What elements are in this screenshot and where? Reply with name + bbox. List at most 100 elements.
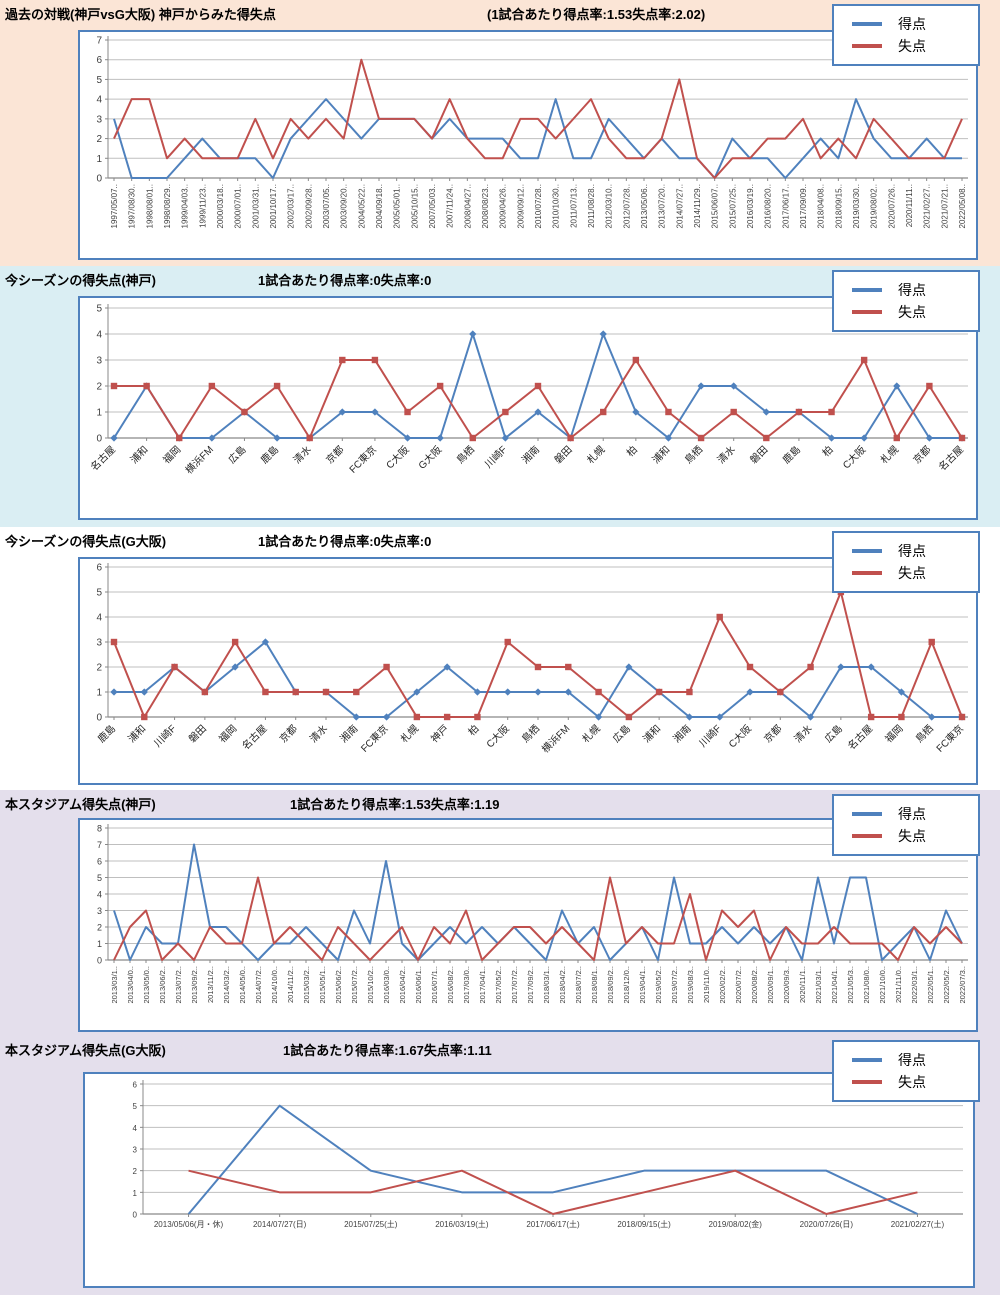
conceded-line-swatch-icon [852, 834, 882, 838]
svg-text:1: 1 [96, 688, 102, 699]
svg-text:2013/05/0..: 2013/05/0.. [142, 966, 151, 1004]
svg-text:2011/07/13..: 2011/07/13.. [569, 184, 578, 228]
chart-rate-text: 1試合あたり得点率:0失点率:0 [258, 273, 432, 288]
chart-legend: 得点 失点 [832, 270, 980, 332]
svg-text:2015/07/2..: 2015/07/2.. [350, 966, 359, 1004]
svg-text:8: 8 [97, 824, 102, 834]
svg-text:横浜FM: 横浜FM [539, 722, 573, 756]
svg-text:4: 4 [96, 95, 102, 106]
svg-text:湘南: 湘南 [519, 443, 542, 466]
legend-label-scored: 得点 [898, 543, 926, 559]
svg-text:FC東京: FC東京 [933, 722, 966, 755]
svg-text:2002/09/28..: 2002/09/28.. [304, 184, 313, 228]
chart-header: 今シーズンの得失点(神戸) 1試合あたり得点率:0失点率:0 [5, 270, 995, 292]
svg-text:札幌: 札幌 [398, 722, 421, 745]
svg-text:浦和: 浦和 [125, 722, 148, 745]
svg-text:5: 5 [97, 873, 102, 883]
chart-title: 過去の対戦(神戸vsG大阪) 神戸からみた得失点 [5, 7, 276, 22]
svg-text:4: 4 [97, 890, 102, 900]
svg-text:横浜FM: 横浜FM [182, 443, 216, 477]
svg-text:広島: 広島 [225, 443, 248, 466]
svg-text:2016/04/2..: 2016/04/2.. [398, 966, 407, 1004]
legend-label-conceded: 失点 [898, 304, 926, 320]
svg-text:2016/07/1..: 2016/07/1.. [430, 966, 439, 1004]
svg-text:2004/09/18..: 2004/09/18.. [375, 184, 384, 228]
svg-text:川崎F: 川崎F [696, 722, 724, 750]
svg-text:鳥栖: 鳥栖 [519, 722, 542, 745]
svg-text:浦和: 浦和 [640, 722, 663, 745]
svg-text:2022/07/3..: 2022/07/3.. [958, 966, 967, 1004]
svg-text:2021/05/3..: 2021/05/3.. [846, 966, 855, 1004]
scored-line-swatch-icon [852, 1058, 882, 1062]
svg-text:2016/08/20..: 2016/08/20.. [764, 184, 773, 228]
svg-text:2019/07/2..: 2019/07/2.. [670, 966, 679, 1004]
svg-text:2016/03/19..: 2016/03/19.. [746, 184, 755, 228]
line-chart-canvas: 0123456鹿島 浦和 川崎F 磐田 福岡 名古屋 京都 清水 湘南FC東京 札幌 神戸柏 C大阪鳥… [95, 563, 968, 756]
svg-text:2014/07/27(日): 2014/07/27(日) [253, 1220, 307, 1229]
svg-text:2015/10/2..: 2015/10/2.. [366, 966, 375, 1004]
svg-text:2: 2 [97, 923, 102, 933]
svg-text:2020/11/1..: 2020/11/1.. [798, 966, 807, 1003]
svg-text:1997/05/07..: 1997/05/07.. [110, 184, 119, 228]
svg-text:札幌: 札幌 [579, 722, 602, 745]
svg-text:1: 1 [96, 154, 102, 165]
svg-text:2013/07/2..: 2013/07/2.. [174, 966, 183, 1004]
svg-text:6: 6 [96, 55, 102, 66]
legend-item-scored: 得点 [852, 279, 968, 301]
svg-text:2008/08/23..: 2008/08/23.. [481, 184, 490, 228]
svg-text:2022/05/2..: 2022/05/2.. [942, 966, 951, 1004]
svg-text:湘南: 湘南 [337, 722, 360, 745]
line-chart-canvas: 0 1 2 3 4 5 6 2013/05/06(月・休) 2014/07/27(日) 2015/… [133, 1080, 963, 1229]
chart-rate-text: (1試合あたり得点率:1.53失点率:2.02) [487, 7, 706, 22]
svg-text:札幌: 札幌 [878, 443, 901, 466]
legend-item-conceded: 失点 [852, 1071, 968, 1093]
svg-text:鹿島: 鹿島 [780, 443, 803, 466]
svg-text:2008/04/27..: 2008/04/27.. [463, 184, 472, 228]
svg-text:2015/05/1..: 2015/05/1.. [318, 966, 327, 1004]
scored-line-swatch-icon [852, 549, 882, 553]
svg-text:名古屋: 名古屋 [239, 722, 269, 752]
svg-text:2020/07/26..: 2020/07/26.. [887, 184, 896, 228]
svg-text:2009/09/12..: 2009/09/12.. [516, 184, 525, 228]
svg-text:広島: 広島 [822, 722, 845, 745]
svg-text:C大阪: C大阪 [383, 443, 411, 471]
svg-text:2013/04/0..: 2013/04/0.. [126, 966, 135, 1004]
chart-section-2: 今シーズンの得失点(神戸) 1試合あたり得点率:0失点率:0 0 1 2 3 4 5 名古屋… [0, 266, 1000, 527]
svg-text:磐田: 磐田 [186, 722, 209, 745]
line-chart-canvas: 0 1 2 3 4 5 6 7 8 2013/03/1.. 2013/04/0.. 2013/05/0… [97, 824, 968, 1004]
svg-text:2019/08/3..: 2019/08/3.. [686, 966, 695, 1004]
legend-label-conceded: 失点 [898, 828, 926, 844]
conceded-line-swatch-icon [852, 571, 882, 575]
chart-rate-text: 1試合あたり得点率:1.67失点率:1.11 [283, 1043, 492, 1058]
svg-text:浦和: 浦和 [649, 443, 672, 466]
svg-text:2014/11/2..: 2014/11/2.. [286, 966, 295, 1003]
chart-section-3: 今シーズンの得失点(G大阪) 1試合あたり得点率:0失点率:0 0 1 2 3 4 5 6 鹿… [0, 527, 1000, 790]
svg-text:2005/05/01..: 2005/05/01.. [393, 184, 402, 228]
svg-text:0: 0 [133, 1211, 138, 1220]
svg-text:2015/06/2..: 2015/06/2.. [334, 966, 343, 1004]
chart-plot-box: 0 1 2 3 4 5 6 7 1997/05/07.. 1997/08/30.. 1998/08/… [78, 30, 978, 260]
chart-legend: 得点 失点 [832, 1040, 980, 1102]
svg-text:2007/11/24..: 2007/11/24.. [446, 184, 455, 228]
svg-text:2021/11/0..: 2021/11/0.. [894, 966, 903, 1003]
svg-text:1: 1 [133, 1189, 138, 1198]
svg-text:2019/08/02..: 2019/08/02.. [870, 184, 879, 228]
svg-text:2007/05/03..: 2007/05/03.. [428, 184, 437, 228]
svg-text:1998/08/29..: 1998/08/29.. [163, 184, 172, 228]
chart-title: 本スタジアム得失点(G大阪) [5, 1043, 166, 1058]
svg-text:川崎F: 川崎F [482, 443, 510, 471]
svg-text:清水: 清水 [307, 722, 330, 745]
svg-text:2018/03/1..: 2018/03/1.. [542, 966, 551, 1004]
chart-header: 本スタジアム得失点(G大阪) 1試合あたり得点率:1.67失点率:1.11 [5, 1040, 995, 1062]
svg-text:7: 7 [97, 840, 102, 850]
svg-text:2018/04/2..: 2018/04/2.. [558, 966, 567, 1004]
conceded-line-swatch-icon [852, 44, 882, 48]
svg-text:名古屋: 名古屋 [88, 443, 118, 473]
svg-text:3: 3 [96, 356, 102, 367]
chart-header: 過去の対戦(神戸vsG大阪) 神戸からみた得失点 (1試合あたり得点率:1.53… [5, 4, 995, 26]
svg-text:1998/08/01..: 1998/08/01.. [145, 184, 154, 228]
svg-text:5: 5 [133, 1102, 138, 1111]
svg-text:鳥栖: 鳥栖 [682, 443, 705, 466]
